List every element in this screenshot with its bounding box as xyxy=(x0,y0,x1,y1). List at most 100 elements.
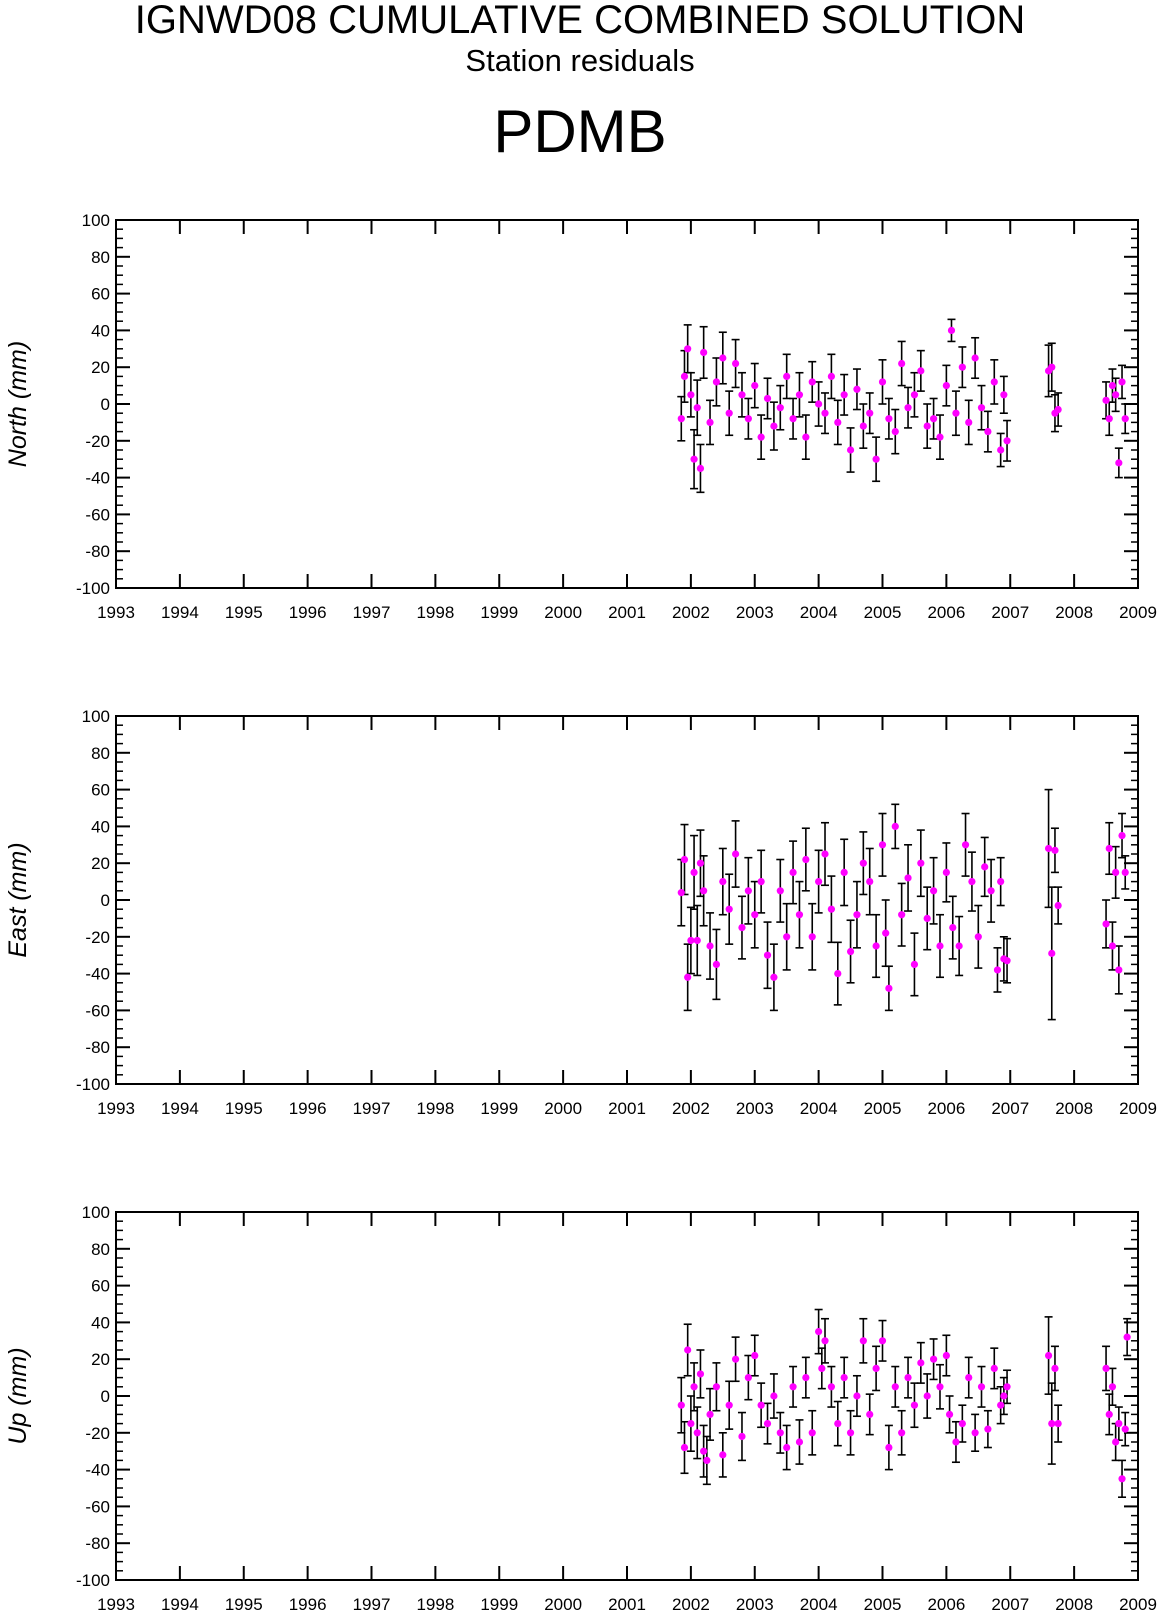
data-point xyxy=(757,433,765,441)
data-point xyxy=(770,973,778,981)
data-point xyxy=(930,1355,938,1363)
x-tick-label: 2007 xyxy=(991,603,1029,622)
y-tick-label: -20 xyxy=(85,1424,110,1443)
data-point xyxy=(910,960,919,969)
data-point xyxy=(917,367,925,375)
data-point xyxy=(930,887,938,895)
data-point xyxy=(696,1370,705,1378)
data-point xyxy=(891,1383,899,1391)
data-point xyxy=(866,878,874,886)
y-axis-label: Up (mm) xyxy=(4,1347,32,1444)
data-point xyxy=(958,1420,966,1428)
data-point xyxy=(840,391,848,399)
data-point xyxy=(706,942,714,950)
x-tick-label: 1994 xyxy=(161,1595,199,1614)
data-point xyxy=(719,1451,727,1459)
x-tick-label: 2005 xyxy=(864,603,902,622)
data-point xyxy=(757,1401,765,1409)
data-point xyxy=(990,1364,998,1372)
data-point xyxy=(731,359,740,368)
data-point xyxy=(1048,363,1056,371)
data-point xyxy=(789,415,797,423)
x-tick-label: 2000 xyxy=(544,1099,582,1118)
data-point xyxy=(1054,901,1062,910)
data-point xyxy=(1048,1420,1056,1428)
data-point xyxy=(684,1346,692,1354)
data-point xyxy=(1105,1410,1113,1418)
data-point xyxy=(942,382,950,390)
y-tick-label: 60 xyxy=(91,781,110,800)
data-point xyxy=(763,1420,772,1428)
data-point xyxy=(961,841,970,849)
data-point xyxy=(677,415,685,423)
y-tick-label: 20 xyxy=(91,1350,110,1369)
x-tick-label: 2002 xyxy=(672,1595,710,1614)
data-point xyxy=(706,418,714,426)
x-tick-label: 1996 xyxy=(289,1099,327,1118)
y-tick-label: -40 xyxy=(85,1461,110,1480)
data-point xyxy=(997,1401,1005,1409)
data-point xyxy=(853,1392,861,1400)
data-point xyxy=(821,1337,829,1345)
data-point xyxy=(1000,391,1008,399)
data-point xyxy=(872,942,880,950)
data-point xyxy=(1121,868,1129,877)
data-point xyxy=(744,415,752,423)
data-point xyxy=(776,887,784,895)
x-tick-label: 1996 xyxy=(289,603,327,622)
data-point xyxy=(1102,920,1110,928)
x-tick-label: 2008 xyxy=(1055,1595,1093,1614)
x-tick-label: 1993 xyxy=(97,1099,135,1118)
x-tick-label: 2002 xyxy=(672,603,710,622)
y-tick-label: 80 xyxy=(91,248,110,267)
data-point xyxy=(1121,1425,1129,1433)
data-point xyxy=(1000,1392,1008,1400)
data-point xyxy=(770,1392,778,1400)
data-point xyxy=(725,409,733,417)
data-point xyxy=(891,822,899,831)
data-point xyxy=(680,1443,689,1452)
y-tick-label: 0 xyxy=(101,395,110,414)
data-point xyxy=(942,868,950,877)
data-point xyxy=(751,1351,759,1360)
y-tick-label: 40 xyxy=(91,321,110,340)
y-tick-label: -80 xyxy=(85,1534,110,1553)
y-tick-label: 40 xyxy=(91,817,110,836)
data-point xyxy=(866,1410,874,1418)
x-tick-label: 2003 xyxy=(736,603,774,622)
data-point xyxy=(1115,459,1123,467)
data-point xyxy=(789,1383,797,1391)
x-tick-label: 2006 xyxy=(927,1595,965,1614)
x-tick-label: 2006 xyxy=(927,1099,965,1118)
data-point xyxy=(885,984,893,992)
data-point xyxy=(846,446,855,454)
data-point xyxy=(1121,415,1129,423)
data-point xyxy=(974,933,982,941)
data-point xyxy=(904,404,912,412)
x-tick-label: 2002 xyxy=(672,1099,710,1118)
data-point xyxy=(770,422,778,430)
data-point xyxy=(1003,957,1011,965)
data-point xyxy=(885,1443,893,1452)
data-point xyxy=(965,418,973,426)
data-point xyxy=(1118,832,1126,840)
y-tick-label: -100 xyxy=(76,579,110,598)
data-point xyxy=(1044,844,1053,853)
data-point xyxy=(1105,415,1113,423)
data-point xyxy=(725,1401,733,1409)
data-point xyxy=(1118,378,1126,386)
data-point xyxy=(834,1420,842,1428)
data-point xyxy=(1102,396,1110,404)
data-point xyxy=(690,1383,698,1391)
data-point xyxy=(910,1401,919,1409)
data-point xyxy=(1108,382,1117,390)
data-point xyxy=(827,1383,836,1391)
y-tick-label: -40 xyxy=(85,469,110,488)
data-point xyxy=(859,1337,867,1345)
y-tick-label: 100 xyxy=(82,211,110,230)
data-point xyxy=(846,1429,855,1437)
data-point xyxy=(984,428,992,436)
data-point xyxy=(687,1420,695,1428)
data-point xyxy=(706,1410,714,1418)
data-point xyxy=(993,966,1002,974)
